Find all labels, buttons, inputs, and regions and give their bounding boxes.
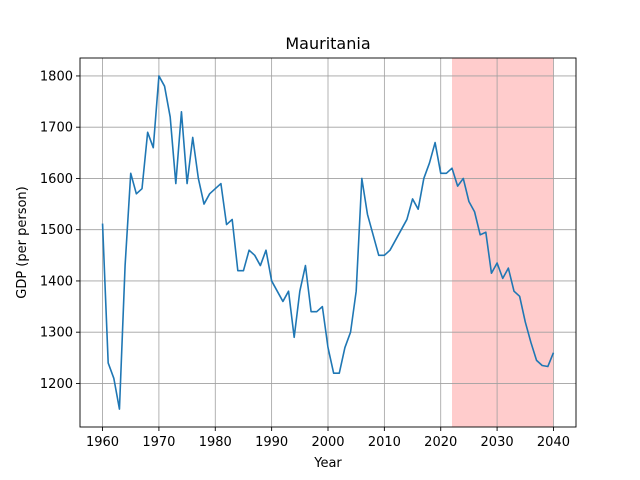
x-tick-label: 1990 (255, 435, 288, 450)
x-tick-label: 2030 (481, 435, 514, 450)
y-tick-label: 1700 (40, 121, 73, 136)
x-axis-label: Year (313, 456, 342, 471)
y-tick-label: 1800 (40, 69, 73, 84)
x-tick-label: 2040 (537, 435, 570, 450)
series-layer (101, 75, 555, 410)
y-tick-label: 1600 (40, 172, 73, 187)
chart-title: Mauritania (285, 34, 370, 53)
y-tick-label: 1400 (40, 274, 73, 289)
y-tick-label: 1300 (40, 326, 73, 341)
x-tick-label: 2010 (368, 435, 401, 450)
x-tick-label: 1970 (142, 435, 175, 450)
y-tick-label: 1200 (40, 377, 73, 392)
x-tick-label: 2000 (311, 435, 344, 450)
projection-shade-layer (452, 58, 554, 427)
x-tick-label: 1960 (86, 435, 119, 450)
y-tick-label: 1500 (40, 223, 73, 238)
y-axis-label: GDP (per person) (15, 186, 30, 299)
x-tick-label: 1980 (199, 435, 232, 450)
x-tick-label: 2020 (424, 435, 457, 450)
gdp-series-line (101, 75, 555, 410)
grid-layer (80, 58, 576, 427)
projection-shaded-region (452, 58, 554, 427)
ticks-layer: 1960 1970 1980 1990 2000 2010 2020 2030 2040 1200… (40, 69, 570, 450)
